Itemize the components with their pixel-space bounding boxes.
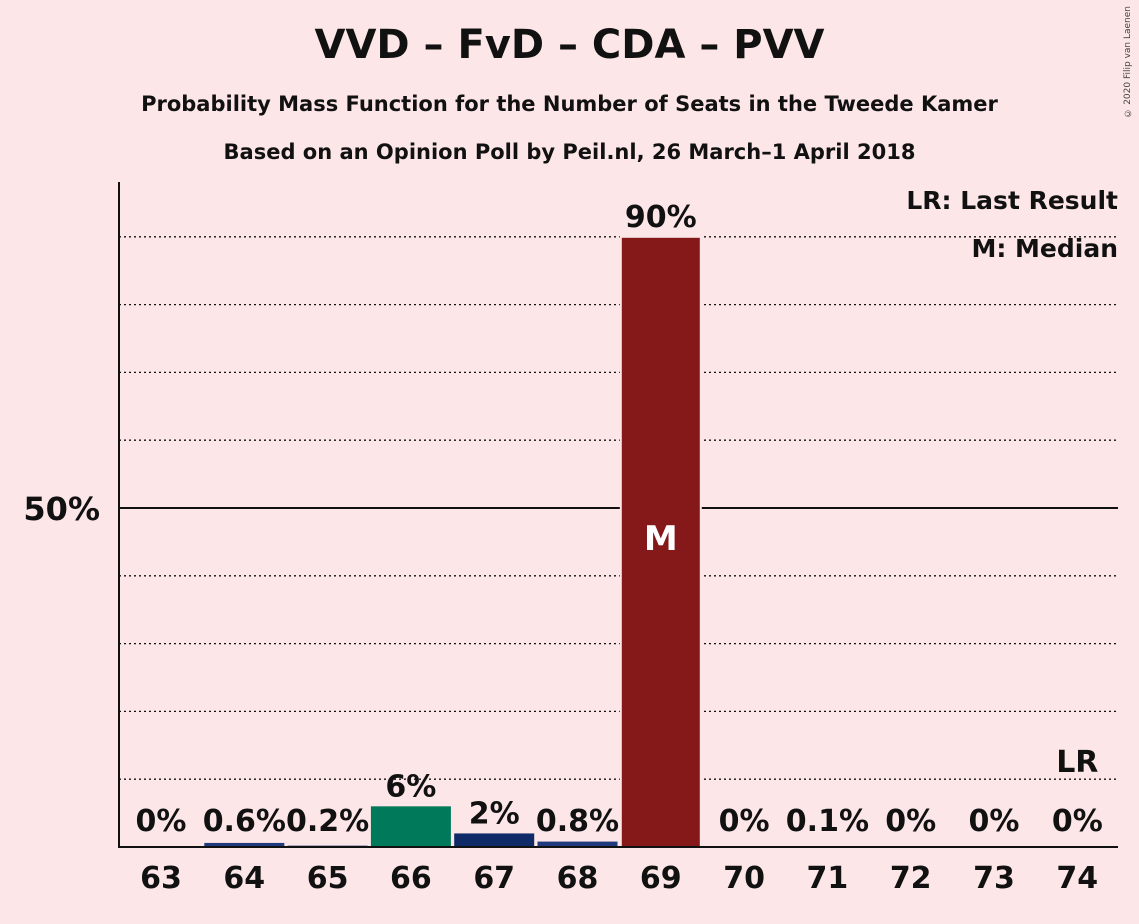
value-label-66: 6% xyxy=(385,769,436,804)
x-tick-label-70: 70 xyxy=(723,861,765,896)
chart-subtitle-source: Based on an Opinion Poll by Peil.nl, 26 … xyxy=(223,140,916,164)
value-label-63: 0% xyxy=(136,804,187,839)
last-result-marker: LR xyxy=(1056,745,1098,780)
chart-title: VVD – FvD – CDA – PVV xyxy=(314,22,825,68)
value-label-67: 2% xyxy=(469,796,520,831)
chart-subtitle: Probability Mass Function for the Number… xyxy=(141,92,998,116)
bar-67 xyxy=(454,833,535,847)
x-tick-label-67: 67 xyxy=(473,861,515,896)
bar-64 xyxy=(204,842,285,847)
x-tick-label-63: 63 xyxy=(140,861,182,896)
legend-median: M: Median xyxy=(971,234,1118,263)
bar-68 xyxy=(537,841,618,847)
x-tick-label-74: 74 xyxy=(1056,861,1098,896)
value-label-65: 0.2% xyxy=(286,804,369,839)
x-tick-label-66: 66 xyxy=(390,861,432,896)
value-label-70: 0% xyxy=(719,804,770,839)
value-label-74: 0% xyxy=(1052,804,1103,839)
value-label-64: 0.6% xyxy=(203,804,286,839)
x-tick-label-68: 68 xyxy=(557,861,599,896)
value-label-68: 0.8% xyxy=(536,804,619,839)
value-label-73: 0% xyxy=(969,804,1020,839)
value-label-71: 0.1% xyxy=(786,804,869,839)
y-tick-label: 50% xyxy=(23,490,100,528)
legend-last-result: LR: Last Result xyxy=(906,186,1118,215)
x-tick-label-69: 69 xyxy=(640,861,682,896)
median-marker: M xyxy=(644,519,678,559)
x-tick-label-73: 73 xyxy=(973,861,1015,896)
x-tick-label-72: 72 xyxy=(890,861,932,896)
value-label-72: 0% xyxy=(885,804,936,839)
bar-69 xyxy=(619,235,702,849)
x-tick-label-64: 64 xyxy=(223,861,265,896)
x-tick-label-71: 71 xyxy=(807,861,849,896)
bar-66 xyxy=(370,806,451,847)
x-tick-label-65: 65 xyxy=(307,861,349,896)
value-label-69: 90% xyxy=(625,200,697,235)
